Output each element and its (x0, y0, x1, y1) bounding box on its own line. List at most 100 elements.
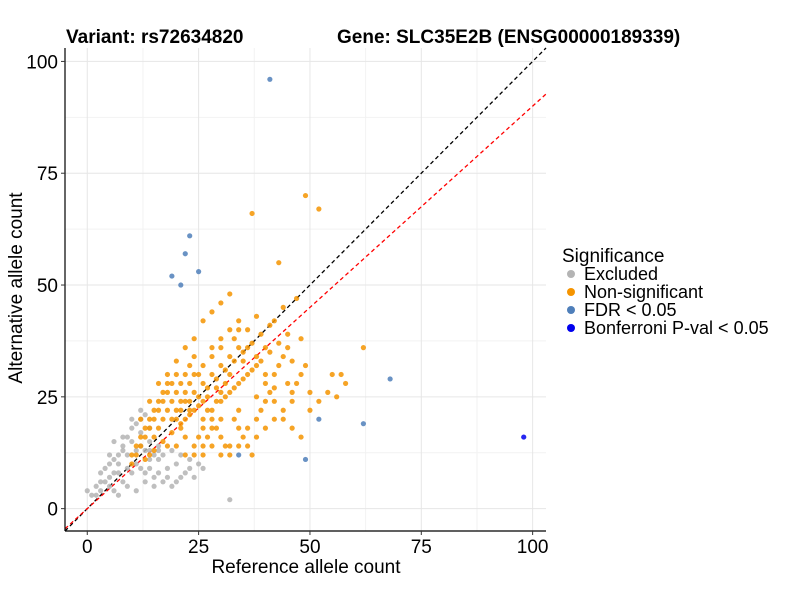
data-point (182, 371, 188, 378)
data-point (329, 371, 335, 378)
data-point (182, 470, 188, 476)
data-point (209, 407, 215, 413)
data-point (218, 345, 224, 351)
data-point (196, 403, 202, 409)
data-point (204, 407, 211, 413)
data-point (240, 434, 246, 440)
data-point (187, 412, 193, 418)
data-point (129, 470, 135, 476)
legend-label: Bonferroni P-val < 0.05 (584, 318, 769, 338)
data-point (169, 273, 175, 279)
data-point (245, 425, 251, 431)
data-point (307, 407, 313, 413)
data-point (182, 434, 188, 440)
data-point (164, 371, 171, 378)
legend-swatch (567, 306, 575, 314)
data-point (213, 398, 220, 404)
data-point (115, 461, 122, 467)
data-point (213, 385, 220, 391)
data-point (236, 443, 242, 449)
data-point (245, 327, 251, 333)
data-point (218, 389, 224, 395)
data-point (289, 425, 295, 431)
data-point (178, 452, 184, 458)
data-point (196, 269, 202, 275)
data-point (262, 345, 269, 351)
data-point (155, 425, 162, 431)
x-tick-label: 25 (188, 537, 209, 558)
data-point (102, 479, 108, 485)
data-point (285, 345, 291, 351)
data-point (106, 461, 113, 467)
data-point (106, 483, 113, 489)
data-point (209, 353, 215, 360)
data-point (111, 488, 117, 494)
data-point (227, 371, 233, 378)
data-point (187, 456, 193, 463)
data-point (267, 389, 273, 395)
x-tick-label: 0 (82, 537, 93, 558)
data-point (258, 358, 264, 364)
data-point (258, 331, 264, 337)
data-point (111, 456, 117, 463)
data-point (164, 443, 171, 449)
data-point (151, 434, 157, 440)
data-point (151, 447, 157, 454)
legend-label: FDR < 0.05 (584, 300, 677, 320)
data-point (169, 416, 175, 422)
data-point (222, 443, 228, 449)
data-point (106, 452, 113, 458)
data-point (115, 492, 122, 498)
data-point (302, 362, 309, 369)
data-point (298, 336, 304, 342)
data-point (280, 304, 286, 310)
data-point (138, 407, 144, 413)
data-point (115, 470, 122, 476)
data-point (147, 447, 153, 454)
data-point (178, 398, 184, 404)
data-point (334, 394, 340, 400)
data-point (231, 385, 237, 391)
data-point (236, 425, 242, 431)
data-point (245, 345, 251, 351)
series-non-significant (129, 192, 366, 467)
data-point (271, 371, 277, 378)
data-point (262, 371, 269, 378)
data-point (133, 452, 139, 458)
data-point (521, 434, 527, 440)
data-point (164, 465, 171, 471)
legend-swatch (567, 270, 575, 278)
data-point (245, 443, 251, 449)
data-point (289, 389, 295, 395)
data-points (84, 76, 527, 503)
data-point (93, 492, 99, 498)
data-point (191, 371, 197, 378)
data-point (187, 407, 193, 413)
data-point (200, 318, 206, 324)
data-point (102, 465, 108, 471)
y-axis-title: Alternative allele count (6, 192, 27, 384)
data-point (231, 416, 237, 422)
data-point (285, 380, 291, 387)
data-point (200, 416, 206, 422)
data-point (227, 497, 233, 503)
data-point (253, 434, 260, 440)
data-point (196, 461, 202, 467)
data-point (138, 443, 144, 449)
data-point (298, 371, 304, 378)
data-point (129, 461, 135, 467)
data-point (124, 434, 130, 440)
data-point (285, 331, 291, 337)
data-point (200, 452, 206, 458)
data-point (360, 421, 366, 427)
data-point (289, 358, 295, 364)
data-point (120, 434, 126, 440)
data-point (187, 233, 193, 239)
data-point (200, 380, 206, 387)
chart-title-variant: Variant: rs72634820 (66, 27, 243, 48)
data-point (151, 452, 157, 458)
data-point (142, 470, 148, 476)
data-point (209, 416, 215, 422)
data-point (240, 349, 246, 355)
